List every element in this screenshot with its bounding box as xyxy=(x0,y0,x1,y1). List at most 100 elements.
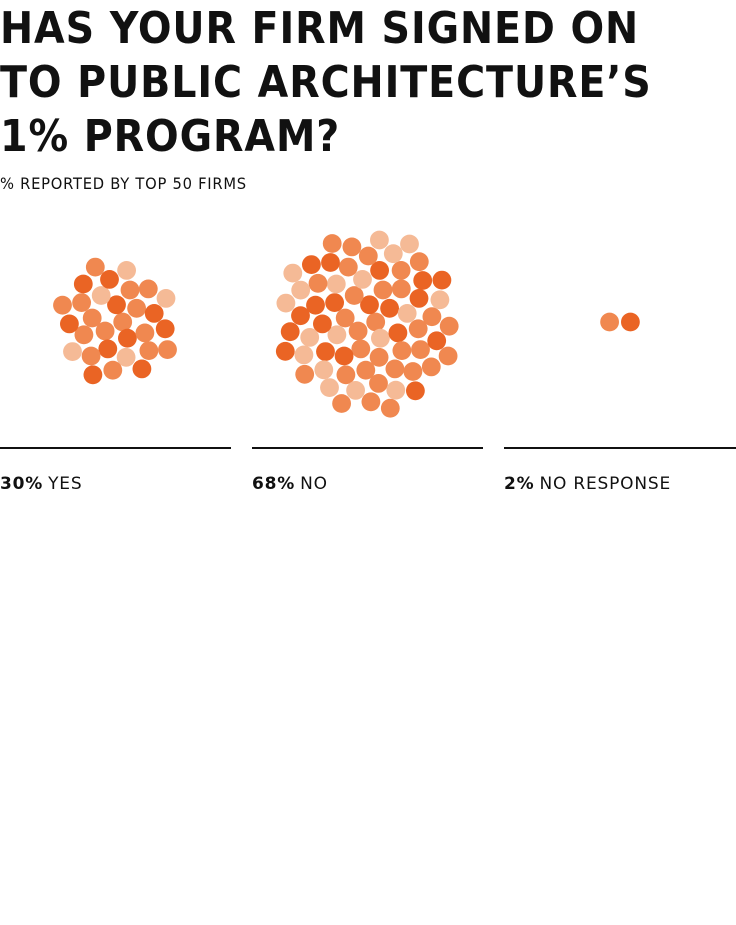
data-dot xyxy=(339,258,358,277)
data-dot xyxy=(325,293,344,312)
data-dot xyxy=(400,235,419,254)
data-dot xyxy=(386,381,405,400)
data-dot xyxy=(393,341,412,360)
data-dot xyxy=(335,347,354,366)
data-dot xyxy=(327,275,346,294)
data-dot xyxy=(433,271,452,290)
dot-cluster-no-response xyxy=(600,313,640,332)
data-dot xyxy=(381,399,400,418)
data-dot xyxy=(92,286,111,305)
data-dot xyxy=(398,304,417,323)
data-dot xyxy=(316,342,335,361)
data-dot xyxy=(386,360,405,379)
data-dot xyxy=(384,244,403,263)
data-dot xyxy=(63,342,82,361)
data-dot xyxy=(332,394,351,413)
data-dot xyxy=(302,255,321,274)
data-dot xyxy=(359,247,378,266)
data-dot xyxy=(600,313,619,332)
data-dot xyxy=(156,319,175,338)
data-dot xyxy=(380,299,399,318)
data-dot xyxy=(346,381,365,400)
data-dot xyxy=(309,274,328,293)
data-dot xyxy=(370,231,389,250)
data-dot xyxy=(291,306,310,325)
data-dot xyxy=(366,313,385,332)
bubble-cluster-chart xyxy=(0,0,736,460)
data-dot xyxy=(139,280,158,299)
dot-cluster-yes xyxy=(53,258,177,384)
data-dot xyxy=(136,324,155,343)
data-dot xyxy=(389,324,408,343)
data-dot xyxy=(300,328,319,347)
data-dot xyxy=(621,313,640,332)
category-percent: 2% xyxy=(504,474,534,494)
baseline-no-response xyxy=(504,447,736,449)
category-percent: 68% xyxy=(252,474,295,494)
data-dot xyxy=(281,322,300,341)
data-dot xyxy=(371,329,390,348)
data-dot xyxy=(295,346,314,365)
baseline-yes xyxy=(0,447,231,449)
data-dot xyxy=(86,258,105,277)
category-name: NO xyxy=(300,474,328,494)
data-dot xyxy=(100,270,119,289)
data-dot xyxy=(133,360,152,379)
category-name: NO RESPONSE xyxy=(539,474,671,494)
data-dot xyxy=(53,296,72,315)
data-dot xyxy=(291,281,310,300)
data-dot xyxy=(440,317,459,336)
data-dot xyxy=(392,261,411,280)
data-dot xyxy=(345,286,364,305)
data-dot xyxy=(369,374,388,393)
data-dot xyxy=(351,340,370,359)
data-dot xyxy=(336,309,355,328)
data-dot xyxy=(321,253,340,272)
category-label-yes: 30% YES xyxy=(0,474,82,494)
data-dot xyxy=(314,360,333,379)
data-dot xyxy=(404,362,423,381)
data-dot xyxy=(117,261,136,280)
data-dot xyxy=(411,340,430,359)
data-dot xyxy=(320,378,339,397)
data-dot xyxy=(276,342,295,361)
data-dot xyxy=(343,238,362,257)
data-dot xyxy=(410,289,429,308)
category-percent: 30% xyxy=(0,474,43,494)
data-dot xyxy=(118,329,137,348)
data-dot xyxy=(362,392,381,411)
data-dot xyxy=(158,340,177,359)
data-dot xyxy=(74,275,93,294)
data-dot xyxy=(82,347,101,366)
category-label-no-response: 2% NO RESPONSE xyxy=(504,474,671,494)
data-dot xyxy=(410,252,429,271)
data-dot xyxy=(72,293,91,312)
data-dot xyxy=(295,365,314,384)
data-dot xyxy=(422,358,441,377)
data-dot xyxy=(84,365,103,384)
data-dot xyxy=(60,315,79,334)
data-dot xyxy=(439,347,458,366)
data-dot xyxy=(413,271,432,290)
data-dot xyxy=(392,280,411,299)
category-label-no: 68% NO xyxy=(252,474,328,494)
data-dot xyxy=(423,307,442,326)
data-dot xyxy=(83,309,102,328)
data-dot xyxy=(431,290,450,309)
dot-cluster-no xyxy=(276,231,459,418)
data-dot xyxy=(127,299,146,318)
data-dot xyxy=(374,281,393,300)
data-dot xyxy=(113,313,132,332)
data-dot xyxy=(406,381,425,400)
baseline-no xyxy=(252,447,483,449)
data-dot xyxy=(337,365,356,384)
data-dot xyxy=(277,294,296,313)
data-dot xyxy=(140,341,159,360)
data-dot xyxy=(353,270,372,289)
data-dot xyxy=(98,340,117,359)
data-dot xyxy=(103,361,122,380)
data-dot xyxy=(323,234,342,253)
data-dot xyxy=(283,264,302,283)
data-dot xyxy=(157,289,176,308)
data-dot xyxy=(145,304,164,323)
